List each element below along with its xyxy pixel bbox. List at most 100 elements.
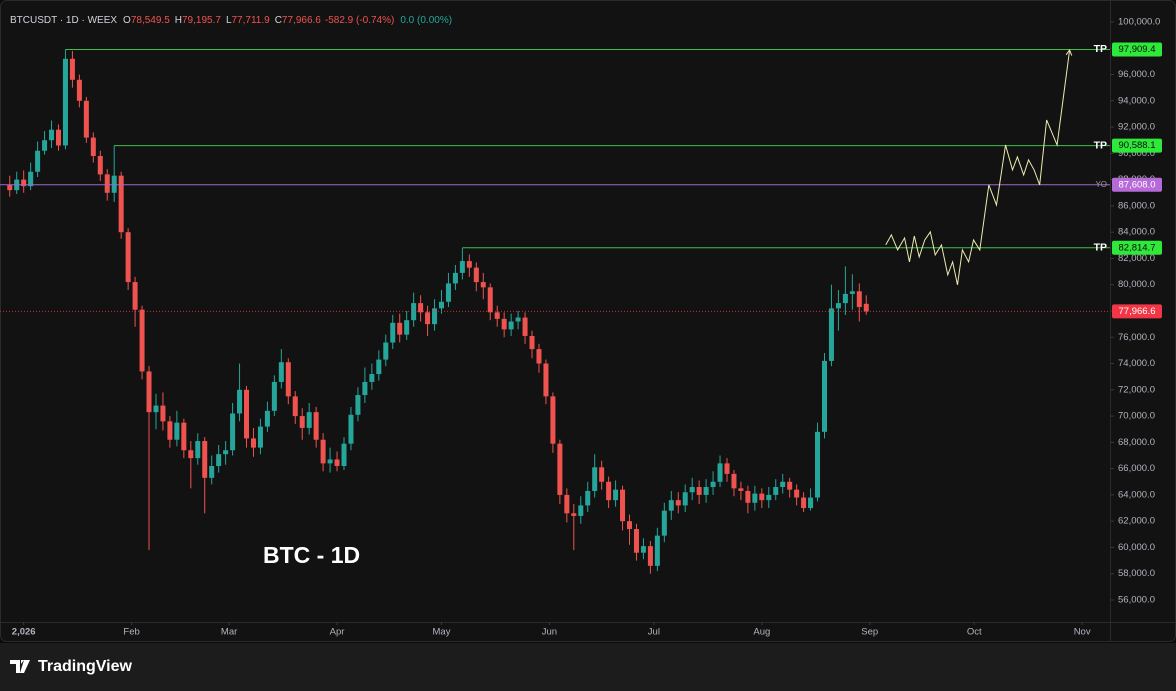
candle-body — [724, 463, 730, 474]
x-tick-label: Oct — [967, 627, 982, 638]
candle-body — [445, 283, 451, 302]
candle-body — [452, 272, 458, 284]
level-tag — [1112, 138, 1162, 153]
candle-body — [181, 422, 187, 451]
candle-body — [828, 308, 834, 361]
candle-body — [633, 529, 639, 553]
candle-body — [327, 459, 333, 464]
chart-header: BTCUSDT · 1D · WEEX O78,549.5 H79,195.7 L77… — [10, 15, 452, 26]
candle-body — [418, 303, 424, 313]
x-tick-label: 2,026 — [12, 627, 36, 638]
candle-body — [404, 320, 410, 335]
candle-body — [494, 312, 500, 319]
y-tick-label: 66,000.0 — [1118, 463, 1155, 474]
candle-body — [613, 489, 619, 501]
candle-body — [411, 303, 417, 321]
level-name: TP — [1094, 242, 1107, 254]
candle-body — [111, 175, 117, 193]
candle-body — [710, 481, 716, 488]
candle-body — [55, 129, 62, 146]
y-tick-label: 70,000.0 — [1118, 411, 1155, 422]
y-tick-label: 94,000.0 — [1118, 95, 1155, 106]
candle-body — [376, 359, 382, 375]
candle-body — [571, 513, 577, 516]
chart-panel — [0, 0, 1176, 642]
candle-body — [592, 467, 598, 491]
candle-body — [271, 381, 277, 411]
candle-body — [216, 454, 222, 467]
candle-body — [334, 459, 340, 467]
candle-body — [696, 487, 702, 495]
candle-body — [578, 505, 584, 516]
candle-body — [529, 335, 535, 350]
candle-body — [230, 413, 236, 451]
candle-body — [397, 322, 403, 335]
ohlc-key: H — [175, 15, 182, 26]
candle-body — [160, 405, 166, 422]
y-tick-label: 64,000.0 — [1118, 489, 1155, 500]
brand-name: TradingView — [38, 658, 133, 675]
candle-body — [620, 489, 626, 522]
candle-body — [132, 282, 138, 310]
candle-body — [49, 129, 55, 141]
candle-body — [501, 318, 507, 330]
candle-body — [21, 179, 27, 187]
ohlc-key: L — [226, 15, 232, 26]
candle-body — [801, 497, 807, 509]
x-tick-label: Feb — [123, 627, 139, 638]
candle-body — [759, 493, 765, 501]
y-tick-label: 96,000.0 — [1118, 69, 1155, 80]
candle-body — [223, 450, 229, 455]
ohlc-value: 79,195.7 — [182, 15, 221, 26]
y-tick-label: 56,000.0 — [1118, 595, 1155, 606]
last-price-tag — [1112, 304, 1162, 319]
change: -582.9 (-0.74%) — [325, 15, 394, 26]
candle-body — [355, 395, 361, 415]
candle-body — [522, 317, 528, 336]
candle-body — [306, 412, 312, 428]
x-tick-label: Apr — [330, 627, 345, 638]
y-tick-label: 80,000.0 — [1118, 279, 1155, 290]
candle-body — [35, 150, 41, 172]
y-tick-label: 90,000.0 — [1118, 148, 1155, 159]
candle-body — [125, 232, 131, 283]
y-tick-label: 62,000.0 — [1118, 516, 1155, 527]
candle-body — [348, 414, 354, 444]
candle-body — [773, 487, 779, 495]
level-tag — [1112, 42, 1162, 57]
candle-body — [842, 293, 848, 304]
ohlc-value: 77,711.9 — [232, 15, 271, 26]
candle-body — [599, 467, 605, 482]
y-tick-label: 72,000.0 — [1118, 384, 1155, 395]
candle-body — [745, 490, 751, 503]
x-tick-label: Jun — [542, 627, 557, 638]
y-tick-label: 76,000.0 — [1118, 332, 1155, 343]
candle-body — [515, 317, 521, 322]
candle-body — [369, 374, 375, 382]
candle-body — [815, 431, 821, 498]
candle-body — [188, 450, 194, 459]
candle-body — [682, 492, 688, 506]
symbol: BTCUSDT · 1D · WEEX — [10, 15, 117, 26]
candle-body — [835, 303, 841, 309]
plot-area — [7, 49, 869, 574]
candle-body — [585, 490, 591, 506]
x-tick-label: Sep — [861, 627, 878, 638]
candle-body — [209, 466, 215, 478]
ohlc-value: 77,966.6 — [282, 15, 321, 26]
level-name: TP — [1094, 139, 1107, 151]
candle-body — [557, 443, 563, 495]
candle-body — [438, 301, 444, 309]
ohlc: O78,549.5 H79,195.7 L77,711.9 C77,966.6 — [123, 15, 321, 26]
candle-body — [766, 494, 772, 501]
candle-body — [640, 546, 646, 553]
candle-body — [794, 489, 800, 498]
brand-logo: TradingView — [10, 658, 133, 675]
x-tick-label: Nov — [1074, 627, 1091, 638]
candle-body — [703, 487, 709, 495]
candle-body — [752, 493, 758, 503]
candle-body — [362, 381, 368, 396]
candle-body — [661, 510, 667, 536]
candle-body — [320, 439, 326, 464]
